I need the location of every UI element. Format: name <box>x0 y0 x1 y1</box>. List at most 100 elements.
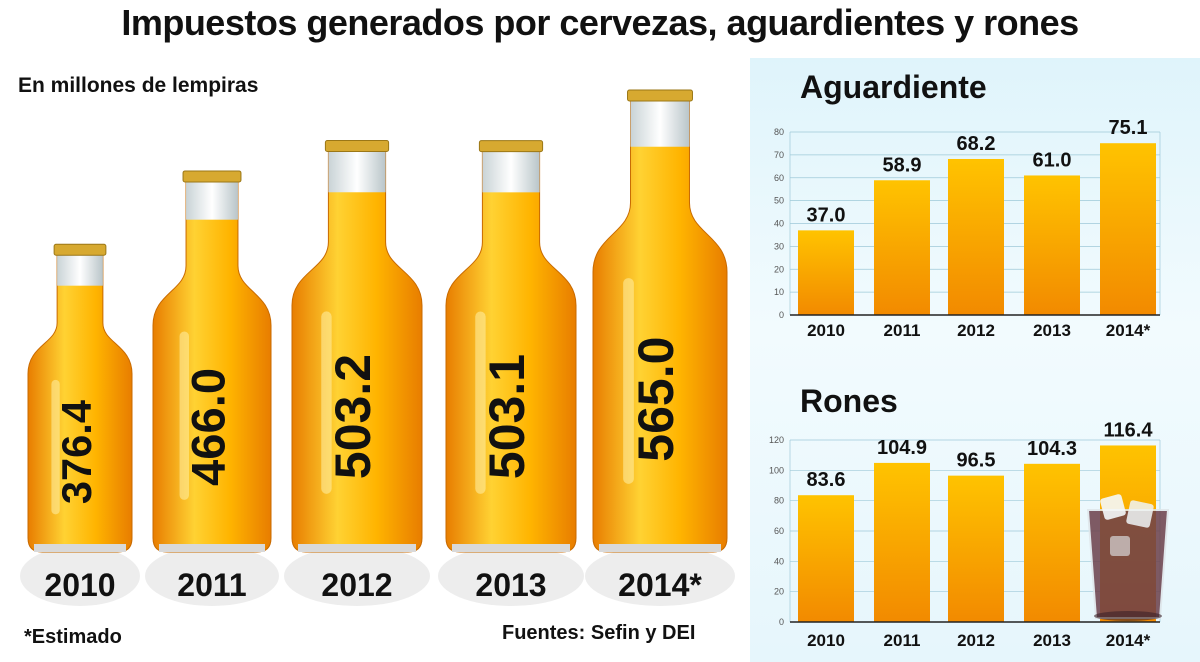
glass-body <box>1086 509 1170 619</box>
bar-value-label: 75.1 <box>1109 117 1148 139</box>
category-label: 2014* <box>1106 631 1151 650</box>
bottle-shadow <box>438 546 584 606</box>
chart-title: Impuestos generados por cervezas, aguard… <box>121 2 1079 43</box>
ice-cube <box>1100 494 1126 520</box>
bar-value-label: 68.2 <box>957 133 996 155</box>
bottle-value-label: 503.1 <box>479 354 535 479</box>
ice-cube <box>1126 500 1154 528</box>
beer-bottle: 503.2 <box>284 140 430 606</box>
year-label: 2013 <box>475 567 546 603</box>
bottle-base <box>159 544 265 552</box>
bottle-highlight <box>179 331 189 500</box>
y-tick-label: 20 <box>774 264 784 274</box>
category-label: 2013 <box>1033 321 1071 340</box>
bottle-cap <box>53 243 107 256</box>
beer-bottle: 466.0 <box>145 170 279 606</box>
rones-chart: Rones 0 20 40 60 80 100 120 83.6 2010 104.9 2011 96.… <box>769 383 1161 650</box>
rones-bar <box>798 495 854 622</box>
category-label: 2010 <box>807 631 845 650</box>
bottle-neck-glass <box>57 255 103 286</box>
y-tick-label: 0 <box>779 617 784 627</box>
y-tick-label: 60 <box>774 526 784 536</box>
category-label: 2012 <box>957 631 995 650</box>
y-tick-label: 80 <box>774 127 784 137</box>
bottle-neck-glass <box>482 151 540 193</box>
bottle-cap <box>627 89 693 102</box>
ice-cube <box>1110 536 1130 556</box>
source-note: Fuentes: Sefin y DEI <box>502 622 696 644</box>
beer-bottle: 503.1 <box>438 140 584 606</box>
y-tick-label: 120 <box>769 435 784 445</box>
bar-value-label: 58.9 <box>883 154 922 176</box>
bar-value-label: 116.4 <box>1104 419 1154 441</box>
bottle-highlight <box>475 311 486 494</box>
aguardiente-title: Aguardiente <box>800 69 987 105</box>
bottle-body <box>592 100 728 553</box>
aguardiente-bar <box>948 158 1004 315</box>
category-label: 2010 <box>807 321 845 340</box>
rones-title: Rones <box>800 383 898 419</box>
bottle-value-label: 503.2 <box>325 354 381 479</box>
rum-glass-icon <box>1086 494 1170 621</box>
bottle-cap <box>182 170 242 183</box>
bar-value-label: 37.0 <box>807 204 846 226</box>
y-tick-label: 10 <box>774 287 784 297</box>
y-tick-label: 40 <box>774 556 784 566</box>
bottle-highlight <box>623 278 634 484</box>
bottle-base <box>452 544 570 552</box>
bottle-shadow <box>145 546 279 606</box>
glass-bottom <box>1094 611 1162 621</box>
beer-bottle: 376.4 <box>20 243 140 606</box>
aguardiente-bar <box>798 230 854 315</box>
rones-bar <box>948 475 1004 622</box>
bottle-cap <box>478 140 544 153</box>
y-tick-label: 100 <box>769 465 784 475</box>
bottle-cap <box>324 140 390 153</box>
year-label: 2011 <box>177 567 246 603</box>
category-label: 2012 <box>957 321 995 340</box>
bar-value-label: 104.9 <box>877 437 927 459</box>
y-tick-label: 80 <box>774 496 784 506</box>
beer-bottle: 565.0 <box>585 89 735 606</box>
category-label: 2011 <box>884 321 921 340</box>
bottle-value-label: 565.0 <box>628 337 684 462</box>
aguardiente-bar <box>1024 175 1080 315</box>
side-bar-charts: Aguardiente 0 10 20 30 40 50 60 70 80 37.0 2010 58.9… <box>769 69 1170 650</box>
bottle-body <box>291 151 423 553</box>
y-tick-label: 20 <box>774 587 784 597</box>
aguardiente-chart: Aguardiente 0 10 20 30 40 50 60 70 80 37.0 2010 58.9… <box>774 69 1161 340</box>
bottle-body <box>152 181 272 553</box>
aguardiente-bar <box>874 180 930 315</box>
bottle-value-label: 466.0 <box>182 368 235 486</box>
bar-value-label: 104.3 <box>1027 438 1077 460</box>
beer-bottle-chart: 376.4 2010 466.0 2011 503.2 2012 503.1 2013 565.… <box>20 89 735 606</box>
bottle-shadow <box>585 546 735 606</box>
year-label: 2010 <box>44 567 115 603</box>
rones-bar <box>1024 463 1080 622</box>
bottle-body <box>445 151 577 553</box>
bottle-neck-glass <box>186 181 238 220</box>
y-tick-label: 40 <box>774 219 784 229</box>
bar-value-label: 83.6 <box>807 469 846 491</box>
bottle-neck-glass <box>630 101 690 147</box>
bottle-base <box>34 544 126 552</box>
bottle-neck-glass <box>328 151 386 193</box>
y-tick-label: 70 <box>774 150 784 160</box>
bottle-base <box>298 544 416 552</box>
aguardiente-bar <box>1100 143 1156 315</box>
year-label: 2014* <box>618 567 702 603</box>
bottle-highlight <box>321 311 332 494</box>
y-tick-label: 60 <box>774 173 784 183</box>
bottle-base <box>599 544 721 552</box>
estimate-note: *Estimado <box>24 626 122 648</box>
bottle-value-label: 376.4 <box>53 400 100 504</box>
category-label: 2013 <box>1033 631 1071 650</box>
bottle-shadow <box>20 546 140 606</box>
bar-value-label: 96.5 <box>957 450 996 472</box>
bottle-highlight <box>51 379 60 515</box>
year-label: 2012 <box>321 567 392 603</box>
category-label: 2014* <box>1106 321 1151 340</box>
category-label: 2011 <box>884 631 921 650</box>
y-tick-label: 30 <box>774 241 784 251</box>
rones-bar <box>874 462 930 622</box>
